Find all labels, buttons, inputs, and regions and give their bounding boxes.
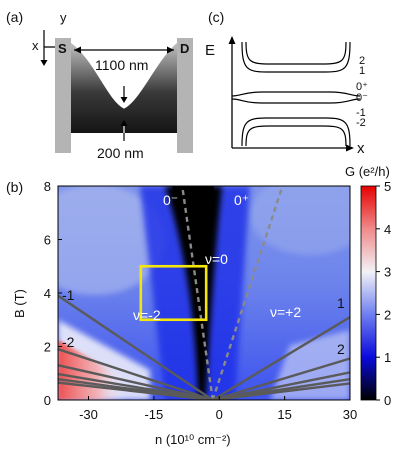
annotation-num2: ν=-2 [133, 307, 161, 323]
x-tick-label: 15 [277, 407, 291, 422]
fan-line-left [58, 348, 214, 400]
dashed-line [181, 186, 214, 400]
dashed-lines [181, 186, 284, 400]
y-tick-label: 8 [44, 179, 51, 194]
level-curve-m2 [245, 125, 347, 147]
y-ticks: 0 2 4 6 8 [44, 179, 62, 408]
level-label-m2: -2 [356, 117, 366, 129]
level-curve-0minus [231, 98, 361, 104]
annotation-left-m1: -1 [62, 287, 75, 303]
highlight-box [139, 264, 208, 322]
level-label-2: 2 [359, 55, 365, 67]
x-arrowhead-icon [40, 60, 48, 66]
x-tick-label: -15 [144, 407, 163, 422]
x-axis-label: n (10¹⁰ cm⁻²) [155, 432, 231, 447]
level-curve-2 [245, 41, 347, 65]
annotation-zero-plus: 0⁺ [234, 192, 249, 208]
channel-edge [70, 41, 178, 109]
source-label: S [58, 41, 67, 56]
x-tick-label: 30 [343, 407, 357, 422]
dashed-line [211, 186, 284, 400]
annotation-right-1: 1 [337, 295, 345, 311]
level-curve-m1 [241, 117, 351, 147]
y-axis-label: B (T) [12, 289, 27, 318]
fan-line-left [58, 381, 213, 400]
annotation-left-m2: -2 [62, 334, 75, 350]
colorbar-tick-label: 5 [384, 179, 391, 194]
colorbar-tick-label: 3 [384, 265, 391, 280]
drain-electrode [177, 38, 193, 153]
fan-lines [58, 294, 350, 400]
colorbar-tick-label: 2 [384, 307, 391, 322]
fan-line-right [212, 316, 350, 400]
panel-a-label: (a) [6, 9, 23, 25]
drain-label: D [180, 41, 189, 56]
annotation-zero-minus: 0⁻ [163, 192, 178, 208]
arrow-down-icon [120, 97, 128, 103]
colorbar-tick-label: 0 [384, 393, 391, 408]
panel-a: (a) y x S D 1100 nm 200 nm [6, 9, 193, 161]
panel-c-label: (c) [208, 9, 224, 25]
level-label-0plus: 0⁺ [356, 81, 368, 93]
y-tick-label: 4 [44, 286, 51, 301]
position-arrowhead-icon [346, 144, 354, 152]
axis-x-label: x [32, 38, 39, 53]
top-width-label: 1100 nm [95, 57, 148, 73]
colorbar [360, 185, 377, 401]
panel-b: (b) 0⁻ 0⁺ ν [6, 164, 391, 447]
level-curve-0plus [231, 91, 361, 97]
y-tick-label: 0 [44, 393, 51, 408]
conductance-heatmap [58, 186, 350, 400]
colorbar-label: G (e²/h) [345, 164, 390, 179]
x-ticks: -30 -15 0 15 30 [79, 396, 357, 422]
arrow-up-icon [120, 120, 128, 126]
arrow-right-icon [167, 46, 174, 54]
colorbar-ticks: 5 4 3 2 1 0 [376, 179, 391, 408]
arrow-left-icon [74, 46, 81, 54]
level-label-0minus: 0⁻ [356, 92, 368, 104]
level-label-m1: -1 [356, 107, 366, 119]
colorbar-tick-label: 1 [384, 350, 391, 365]
position-axis-label: x [357, 140, 365, 157]
fan-line-right [212, 382, 350, 400]
bottom-width-label: 200 nm [97, 145, 144, 161]
y-tick-label: 6 [44, 233, 51, 248]
fan-line-left [58, 364, 213, 400]
colorbar-tick-label: 4 [384, 222, 391, 237]
level-curve-1 [241, 41, 351, 73]
source-electrode [55, 38, 71, 153]
level-label-1: 1 [359, 65, 365, 77]
panel-c: (c) E x 2 1 0⁺ 0⁻ -1 -2 [205, 9, 368, 157]
panel-b-label: (b) [6, 179, 23, 195]
annotation-right-2: 2 [337, 341, 345, 357]
annotation-nu0: ν=0 [205, 251, 228, 267]
energy-arrowhead-icon [228, 36, 236, 44]
annotation-nup2: ν=+2 [270, 304, 301, 320]
x-tick-label: 0 [216, 407, 223, 422]
y-tick-label: 2 [44, 340, 51, 355]
axis-y-label: y [60, 10, 67, 25]
energy-axis-label: E [205, 42, 215, 59]
graphene-channel [71, 42, 177, 133]
x-tick-label: -30 [79, 407, 98, 422]
fan-line-right [212, 357, 350, 400]
fan-line-left [58, 294, 214, 400]
